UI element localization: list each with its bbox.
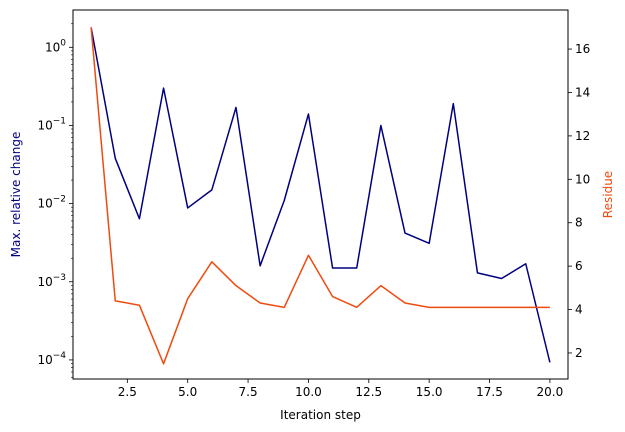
x-axis-title: Iteration step (280, 408, 361, 422)
right-tick-label: 10 (575, 172, 590, 186)
axes-frame (72, 9, 569, 380)
right-y-axis-title: Residue (601, 171, 615, 218)
right-tick-label: 14 (575, 85, 590, 99)
x-axis: 2.5 5.0 7.5 10.0 12.5 15.0 17.5 20.0 (118, 379, 563, 399)
right-tick-label: 8 (575, 216, 583, 230)
left-y-axis: 10−4 10−3 10−2 10−1 100 (37, 23, 73, 378)
right-tick-label: 4 (575, 303, 583, 317)
x-tick-label: 15.0 (416, 385, 443, 399)
x-tick-label: 7.5 (239, 385, 258, 399)
x-tick-label: 5.0 (178, 385, 197, 399)
series-line-2 (90, 27, 550, 365)
right-y-axis: 2 4 6 8 10 12 14 16 (568, 42, 590, 360)
right-tick-label: 2 (575, 346, 583, 360)
right-tick-label: 12 (575, 129, 590, 143)
left-tick-label: 10−4 (37, 351, 66, 367)
x-tick-label: 20.0 (537, 385, 564, 399)
x-tick-label: 2.5 (118, 385, 137, 399)
x-tick-label: 12.5 (355, 385, 382, 399)
left-tick-label: 10−2 (37, 195, 66, 211)
x-tick-label: 10.0 (295, 385, 322, 399)
left-y-axis-title: Max. relative change (9, 132, 23, 258)
left-tick-label: 100 (45, 38, 66, 54)
left-tick-label: 10−1 (37, 116, 66, 132)
x-tick-label: 17.5 (476, 385, 503, 399)
right-tick-label: 6 (575, 259, 583, 273)
left-tick-label: 10−3 (37, 273, 66, 289)
right-tick-label: 16 (575, 42, 590, 56)
plot-area (90, 27, 551, 365)
series-line-1 (90, 27, 551, 363)
